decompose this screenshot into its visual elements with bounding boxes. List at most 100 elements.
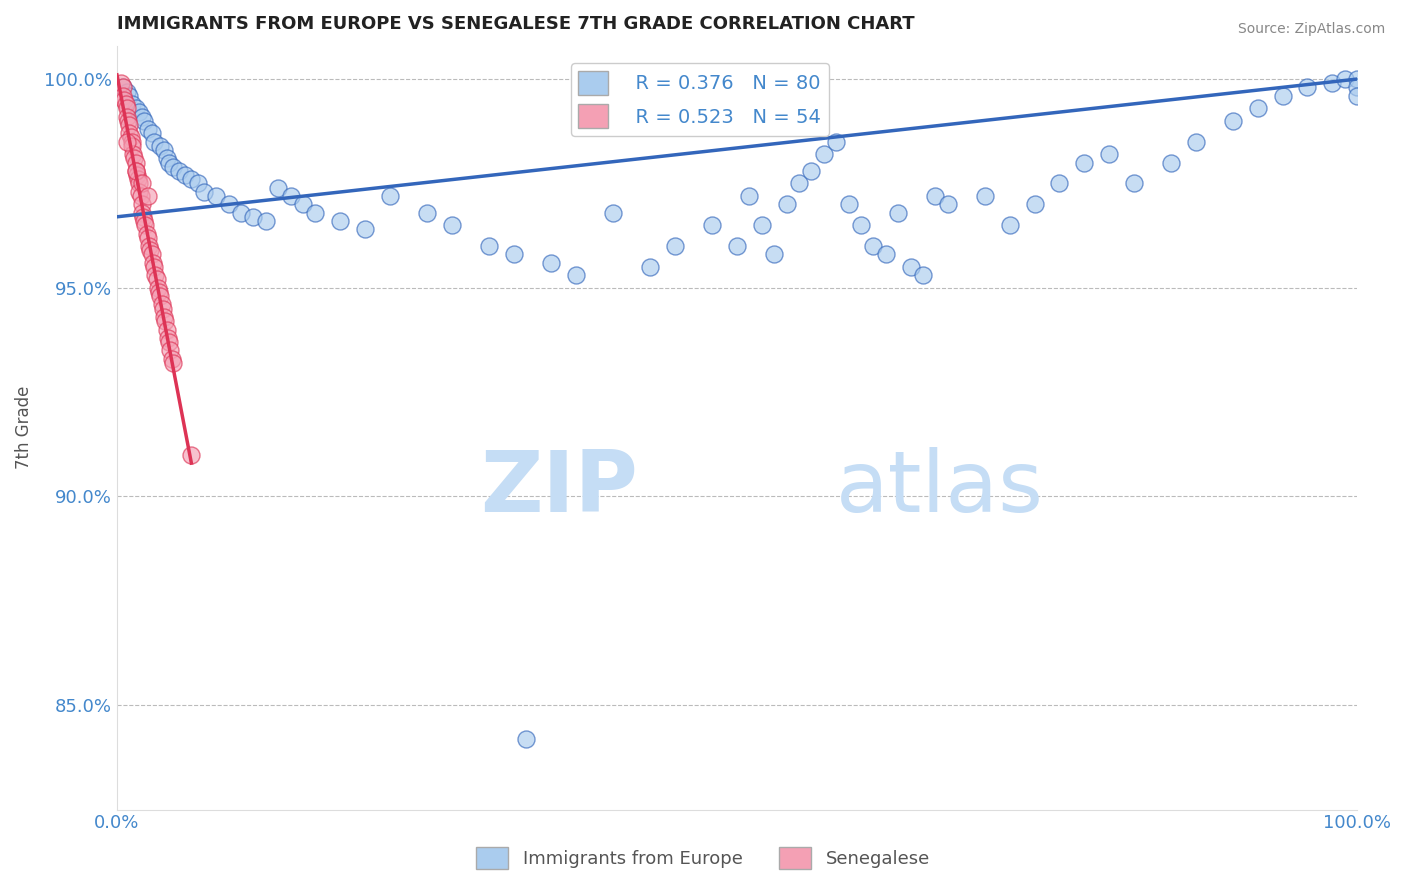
Text: Source: ZipAtlas.com: Source: ZipAtlas.com: [1237, 22, 1385, 37]
Point: [117, 113, 139, 128]
Point: [115, 85, 138, 99]
Point: [1047, 177, 1070, 191]
Point: [162, 356, 184, 370]
Point: [148, 285, 170, 299]
Point: [875, 247, 897, 261]
Point: [121, 139, 143, 153]
Point: [1184, 135, 1206, 149]
Point: [131, 110, 153, 124]
Point: [134, 214, 156, 228]
Point: [638, 260, 661, 274]
Point: [127, 172, 149, 186]
Point: [124, 164, 146, 178]
Point: [664, 239, 686, 253]
Point: [149, 289, 172, 303]
Point: [775, 197, 797, 211]
Point: [813, 147, 835, 161]
Point: [1222, 113, 1244, 128]
Point: [787, 177, 810, 191]
Point: [515, 731, 537, 746]
Point: [416, 205, 439, 219]
Point: [329, 214, 352, 228]
Point: [142, 256, 165, 270]
Point: [702, 218, 724, 232]
Point: [141, 247, 163, 261]
Point: [136, 122, 159, 136]
Point: [124, 101, 146, 115]
Point: [128, 185, 150, 199]
Point: [124, 155, 146, 169]
Point: [115, 101, 138, 115]
Point: [156, 331, 179, 345]
Point: [162, 160, 184, 174]
Point: [143, 135, 166, 149]
Legend:   R = 0.376   N = 80,   R = 0.523   N = 54: R = 0.376 N = 80, R = 0.523 N = 54: [571, 63, 830, 136]
Point: [440, 218, 463, 232]
Point: [118, 126, 141, 140]
Point: [112, 80, 135, 95]
Point: [887, 205, 910, 219]
Point: [131, 197, 153, 211]
Point: [291, 197, 314, 211]
Point: [114, 97, 136, 112]
Point: [145, 268, 167, 283]
Point: [124, 164, 146, 178]
Point: [145, 272, 167, 286]
Point: [124, 152, 146, 166]
Point: [936, 197, 959, 211]
Point: [157, 155, 180, 169]
Point: [911, 268, 934, 283]
Point: [129, 189, 152, 203]
Point: [218, 197, 240, 211]
Point: [120, 130, 142, 145]
Point: [134, 113, 156, 128]
Point: [763, 247, 786, 261]
Point: [132, 210, 155, 224]
Point: [378, 189, 401, 203]
Point: [900, 260, 922, 274]
Legend: Immigrants from Europe, Senegalese: Immigrants from Europe, Senegalese: [468, 839, 938, 876]
Point: [254, 214, 277, 228]
Text: ZIP: ZIP: [479, 447, 638, 530]
Point: [1333, 72, 1355, 87]
Point: [304, 205, 326, 219]
Point: [180, 172, 202, 186]
Point: [725, 239, 748, 253]
Point: [122, 147, 145, 161]
Point: [138, 239, 160, 253]
Point: [242, 210, 264, 224]
Point: [149, 139, 172, 153]
Point: [115, 110, 138, 124]
Point: [155, 152, 177, 166]
Point: [825, 135, 848, 149]
Point: [131, 205, 153, 219]
Point: [1346, 72, 1368, 87]
Point: [152, 301, 174, 316]
Point: [136, 230, 159, 244]
Point: [131, 177, 153, 191]
Point: [150, 297, 173, 311]
Point: [157, 334, 180, 349]
Point: [1073, 155, 1095, 169]
Point: [1098, 147, 1121, 161]
Point: [998, 218, 1021, 232]
Point: [121, 97, 143, 112]
Point: [146, 281, 169, 295]
Point: [354, 222, 377, 236]
Point: [153, 310, 176, 324]
Point: [193, 185, 215, 199]
Point: [153, 143, 176, 157]
Text: IMMIGRANTS FROM EUROPE VS SENEGALESE 7TH GRADE CORRELATION CHART: IMMIGRANTS FROM EUROPE VS SENEGALESE 7TH…: [117, 15, 914, 33]
Point: [180, 448, 202, 462]
Point: [112, 80, 135, 95]
Point: [267, 180, 290, 194]
Point: [174, 168, 197, 182]
Point: [159, 343, 181, 358]
Point: [862, 239, 884, 253]
Point: [1160, 155, 1182, 169]
Point: [155, 322, 177, 336]
Point: [205, 189, 228, 203]
Text: atlas: atlas: [837, 447, 1045, 530]
Point: [478, 239, 501, 253]
Point: [143, 260, 166, 274]
